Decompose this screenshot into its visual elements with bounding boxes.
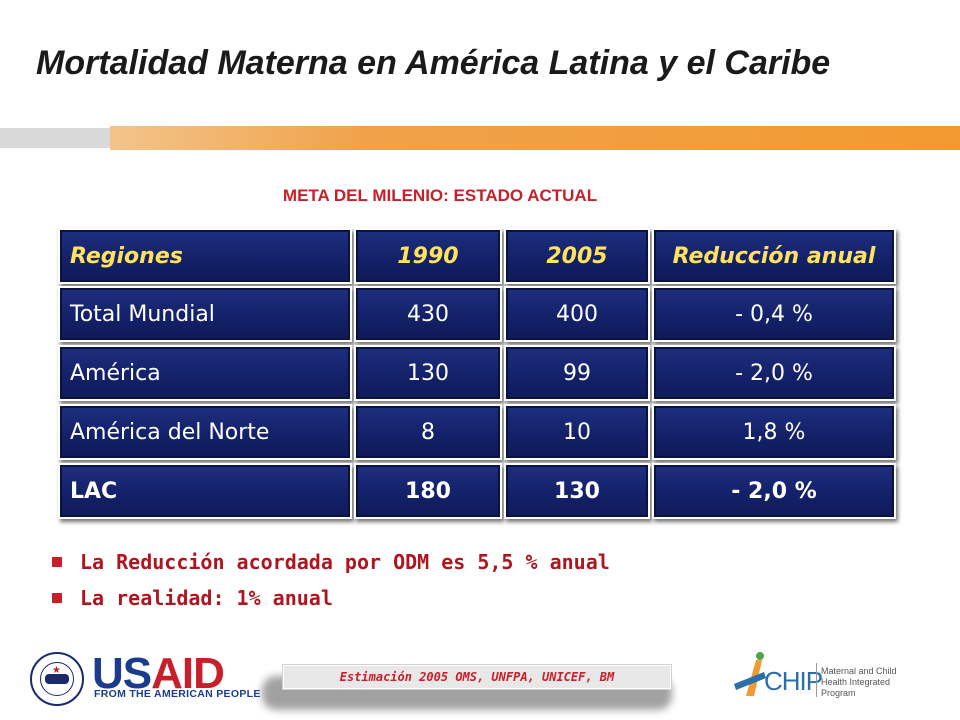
usaid-logo: USAID: [92, 649, 225, 698]
list-item: La Reducción acordada por ODM es 5,5 % a…: [52, 544, 872, 580]
table-cell-region: Total Mundial: [58, 286, 352, 342]
usaid-tagline: FROM THE AMERICAN PEOPLE: [94, 688, 261, 700]
table-cell-1990: 8: [354, 404, 502, 460]
bullet-square-icon: [52, 557, 62, 567]
table-cell-region: América: [58, 345, 352, 401]
header-band-orange: [110, 126, 960, 150]
header-reduccion-anual: Reducción anual: [652, 228, 896, 284]
bullet-square-icon: [52, 593, 62, 603]
table-cell-2005-lac: 130: [504, 463, 650, 519]
bullet-list: La Reducción acordada por ODM es 5,5 % a…: [52, 544, 872, 616]
table-cell-reduccion: - 2,0 %: [652, 345, 896, 401]
table-cell-region-lac: LAC: [58, 463, 352, 519]
table-cell-1990: 430: [354, 286, 502, 342]
table-cell-1990: 130: [354, 345, 502, 401]
list-item: La realidad: 1% anual: [52, 580, 872, 616]
table-cell-reduccion: - 0,4 %: [652, 286, 896, 342]
table-cell-reduccion-lac: - 2,0 %: [652, 463, 896, 519]
table-cell-2005: 10: [504, 404, 650, 460]
header-regiones: Regiones: [58, 228, 352, 284]
slide-title: Mortalidad Materna en América Latina y e…: [36, 44, 831, 82]
chip-divider: [816, 663, 817, 697]
table-cell-reduccion: 1,8 %: [652, 404, 896, 460]
mortality-table: Regiones 1990 2005 Reducción anual Total…: [58, 228, 900, 524]
table-cell-2005: 400: [504, 286, 650, 342]
bullet-text: La realidad: 1% anual: [80, 586, 333, 610]
slide-subtitle: META DEL MILENIO: ESTADO ACTUAL: [282, 186, 598, 205]
chip-logo-text: CHIP: [764, 666, 823, 696]
bullet-text: La Reducción acordada por ODM es 5,5 % a…: [80, 550, 610, 574]
header-2005: 2005: [504, 228, 650, 284]
chip-logo-icon: [734, 652, 766, 696]
chip-description: Maternal and Child Health Integrated Pro…: [821, 666, 897, 698]
source-note: Estimación 2005 OMS, UNFPA, UNICEF, BM: [282, 664, 672, 690]
usaid-seal-icon: ★: [30, 652, 84, 706]
table-cell-region: América del Norte: [58, 404, 352, 460]
table-cell-2005: 99: [504, 345, 650, 401]
table-cell-1990-lac: 180: [354, 463, 502, 519]
header-1990: 1990: [354, 228, 502, 284]
